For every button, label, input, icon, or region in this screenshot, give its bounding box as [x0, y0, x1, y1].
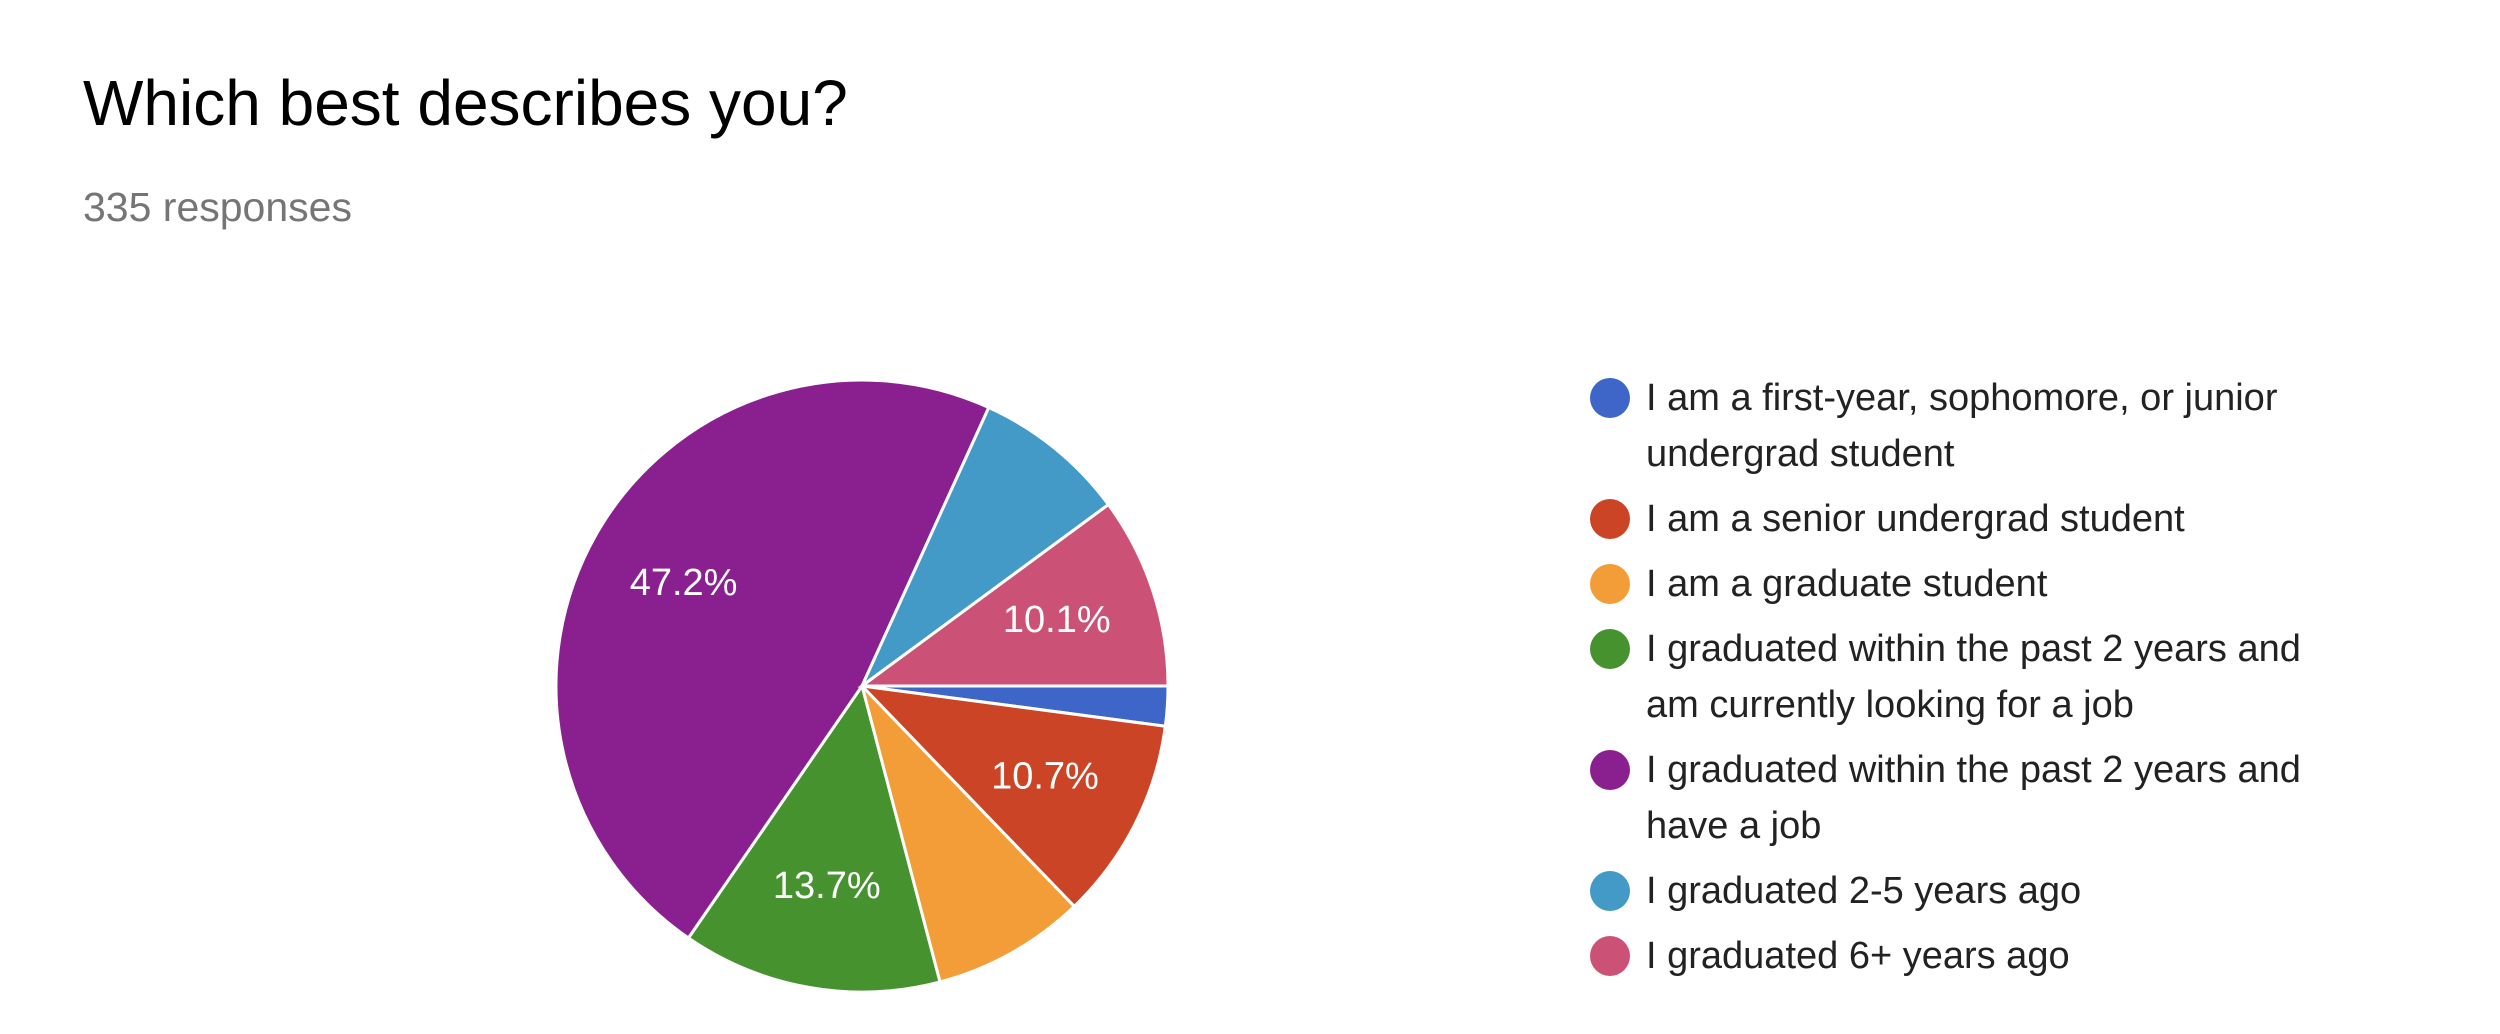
legend-label: I am a graduate student — [1646, 563, 2048, 605]
legend-swatch — [1590, 871, 1630, 911]
slice-label: 10.1% — [1003, 599, 1111, 641]
legend-swatch — [1590, 629, 1630, 669]
legend-item: I graduated 2-5 years ago — [1590, 863, 2350, 919]
pie-slice — [858, 405, 1111, 691]
legend-item: I am a graduate student — [1590, 556, 2350, 612]
legend-item: I am a senior undergrad student — [1590, 491, 2350, 547]
slice-label: 10.7% — [991, 756, 1099, 798]
pie-slice — [554, 378, 991, 941]
legend-swatch — [1590, 936, 1630, 976]
pie-slice — [686, 682, 942, 994]
chart-subtitle: 335 responses — [83, 184, 352, 230]
legend-item: I graduated within the past 2 years and … — [1590, 742, 2350, 854]
legend-item: I graduated within the past 2 years and … — [1590, 621, 2350, 733]
legend-label: I am a senior undergrad student — [1646, 498, 2185, 540]
legend-label: I graduated within the past 2 years and … — [1646, 749, 2301, 847]
legend-swatch — [1590, 564, 1630, 604]
slice-label: 13.7% — [773, 865, 881, 907]
slice-label: 47.2% — [630, 562, 738, 604]
legend-label: I graduated 6+ years ago — [1646, 935, 2070, 977]
legend-swatch — [1590, 499, 1630, 539]
legend-label: I am a first-year, sophomore, or junior … — [1646, 377, 2278, 475]
legend-swatch — [1590, 750, 1630, 790]
legend-item: I am a first-year, sophomore, or junior … — [1590, 370, 2350, 482]
legend-label: I graduated within the past 2 years and … — [1646, 628, 2301, 726]
pie-slice — [857, 502, 1170, 688]
legend: I am a first-year, sophomore, or junior … — [1590, 370, 2350, 984]
legend-label: I graduated 2-5 years ago — [1646, 870, 2082, 912]
chart-title: Which best describes you? — [83, 67, 848, 139]
pie-slice — [859, 680, 1077, 984]
legend-item: I graduated 6+ years ago — [1590, 928, 2350, 984]
pie-chart: 10.7% 13.7% 47.2% 10.1% — [554, 378, 1170, 994]
legend-swatch — [1590, 378, 1630, 418]
pie-slice — [857, 683, 1168, 909]
